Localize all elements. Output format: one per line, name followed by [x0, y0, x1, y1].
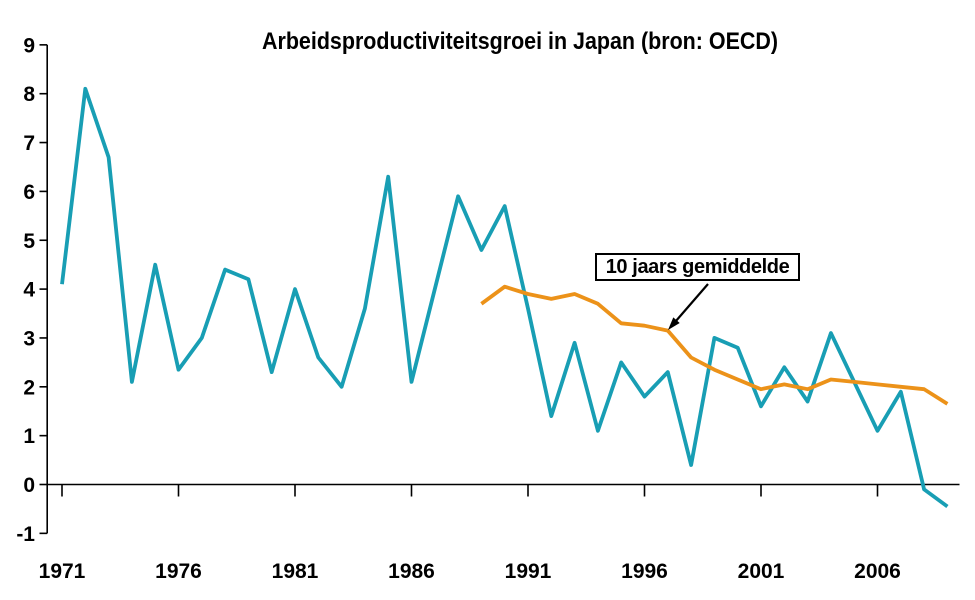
annual-growth-line [60, 86, 949, 509]
y-tick-label: 3 [23, 327, 35, 350]
x-tick-label: 1991 [505, 560, 552, 583]
annotation-box: 10 jaars gemiddelde [595, 253, 800, 281]
annotation-arrow-line [674, 283, 709, 323]
data-series [60, 86, 949, 509]
y-tick-label: 0 [23, 474, 35, 497]
y-tick-label: 5 [23, 230, 35, 253]
x-tick-label: 2006 [854, 560, 901, 583]
y-tick-label: 8 [23, 83, 35, 106]
x-tick-label: 1986 [388, 560, 435, 583]
annotation-arrow [668, 283, 709, 330]
y-tick-label: 7 [23, 132, 35, 155]
x-tick-label: 1976 [155, 560, 202, 583]
y-tick-label: 1 [23, 425, 35, 448]
chart-title: Arbeidsproductiviteitsgroei in Japan (br… [262, 28, 778, 55]
x-tick-label: 1981 [272, 560, 319, 583]
x-tick-label: 1996 [621, 560, 668, 583]
x-tick-label: 1971 [39, 560, 86, 583]
y-tick-label: 6 [23, 181, 35, 204]
x-tick-label: 2001 [738, 560, 785, 583]
y-tick-label: 9 [23, 34, 35, 57]
annotation-label: 10 jaars gemiddelde [605, 255, 790, 278]
annotation-arrowhead-icon [668, 317, 680, 330]
y-tick-label: 2 [23, 376, 35, 399]
ten-year-average-line [480, 284, 949, 406]
y-tick-label: -1 [16, 523, 35, 546]
y-tick-label: 4 [23, 279, 35, 302]
